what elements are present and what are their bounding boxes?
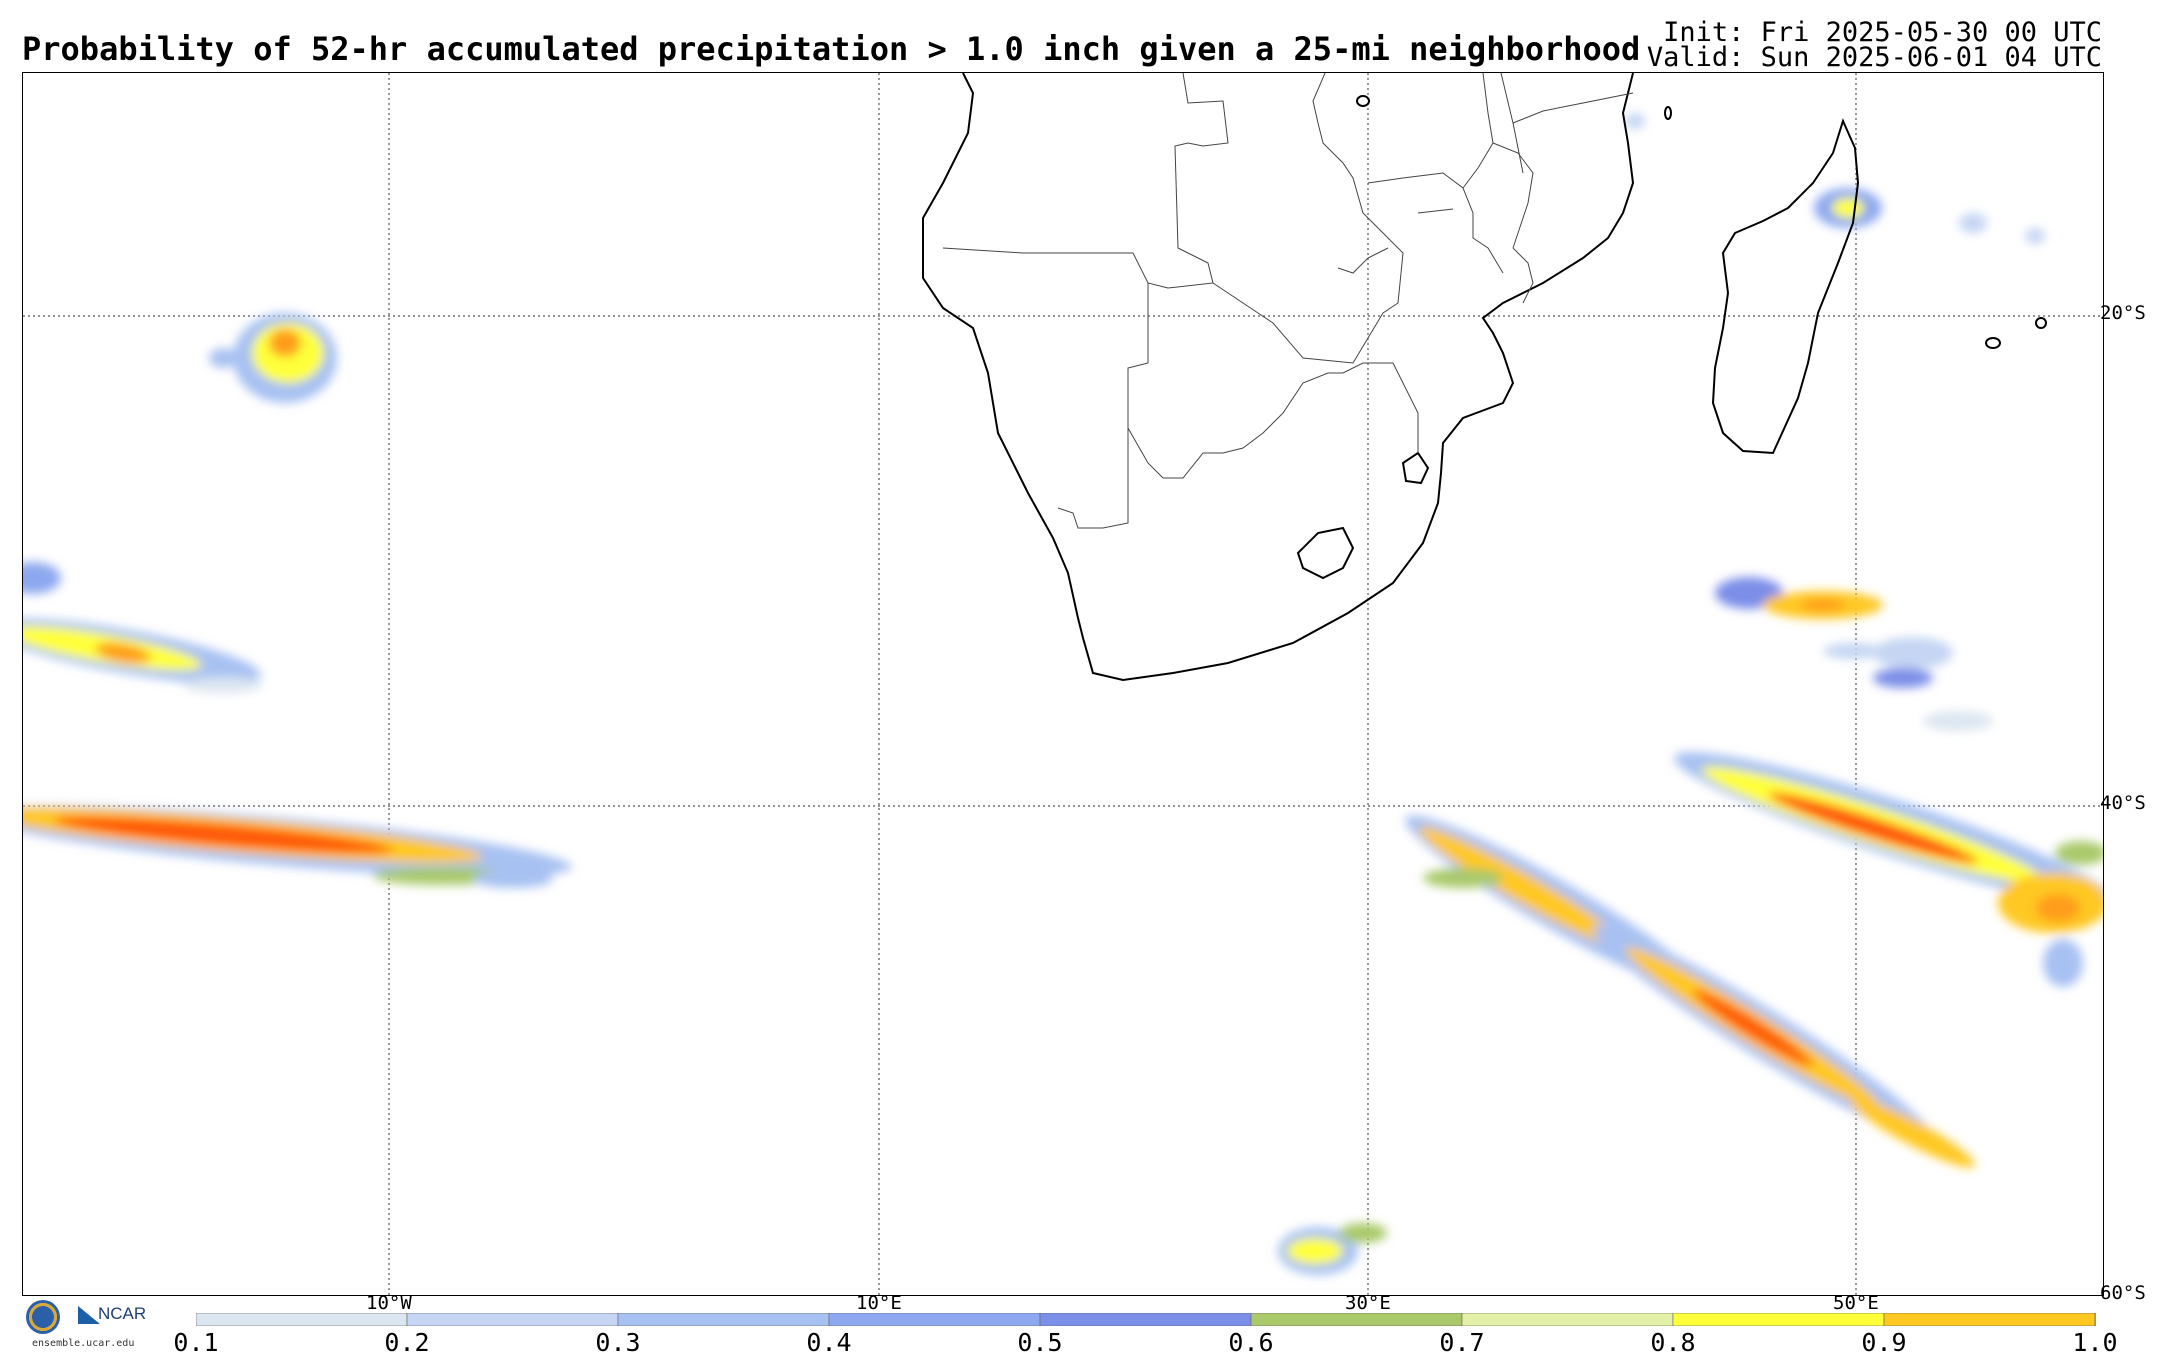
lat-label-20s: 20°S: [2100, 302, 2146, 324]
nsf-logo: [26, 1300, 60, 1334]
ensemble-url: ensemble.ucar.edu: [32, 1338, 135, 1349]
africa-coastline: [922, 73, 1635, 682]
graticule: [23, 73, 2103, 1295]
country-borders: [942, 73, 1634, 529]
valid-time: Valid: Sun 2025-06-01 04 UTC: [1646, 42, 2102, 73]
ncar-logo-text: NCAR: [98, 1304, 147, 1323]
precip-cluster-east-30s: [1715, 577, 1993, 731]
colorbar-tick-label: 0.7: [1439, 1328, 1485, 1357]
colorbar: [196, 1313, 2096, 1326]
precip-band-west-30s: [23, 562, 263, 693]
coastlines: [922, 73, 2047, 682]
colorbar-segment: [828, 1313, 1041, 1326]
comoros-island: [1664, 106, 1672, 120]
colorbar-segment: [1672, 1313, 1885, 1326]
colorbar-tick-label: 0.4: [806, 1328, 852, 1357]
mauritius-island: [1985, 337, 2001, 349]
lake-victoria: [1356, 95, 1370, 107]
colorbar-tick-label: 0.5: [1017, 1328, 1063, 1357]
init-time: Init: Fri 2025-05-30 00 UTC: [1663, 17, 2102, 48]
colorbar-tick-label: 0.1: [173, 1328, 219, 1357]
lon-label-10e: 10°E: [856, 1292, 902, 1314]
colorbar-segment: [1250, 1313, 1463, 1326]
lesotho-border: [1296, 526, 1355, 580]
colorbar-tick-label: 0.3: [595, 1328, 641, 1357]
lon-label-50e: 50°E: [1833, 1292, 1879, 1314]
colorbar-tick-label: 0.6: [1228, 1328, 1274, 1357]
precip-probability-field: [23, 113, 2103, 1275]
precip-cluster-madagascar: [1625, 113, 2045, 244]
map-title: Probability of 52-hr accumulated precipi…: [22, 30, 1641, 68]
precip-band-east-45s: [1405, 815, 1976, 1168]
precip-cluster-south: [1278, 1223, 1387, 1275]
precip-band-east-40s: [1674, 752, 2103, 987]
lat-label-40s: 40°S: [2100, 792, 2146, 814]
colorbar-tick-label: 0.2: [384, 1328, 430, 1357]
eswatini-border: [1401, 451, 1430, 485]
colorbar-segment: [406, 1313, 619, 1326]
lon-label-10w: 10°W: [366, 1292, 412, 1314]
colorbar-segment: [617, 1313, 830, 1326]
reunion-island: [2035, 317, 2047, 329]
init-valid-times: Init: Fri 2025-05-30 00 UTC Valid: Sun 2…: [1646, 17, 2102, 73]
precip-band-west-40s: [23, 805, 572, 888]
colorbar-segment: [1883, 1313, 2096, 1326]
map-panel: [22, 72, 2104, 1296]
lat-label-60s: 60°S: [2100, 1282, 2146, 1304]
madagascar-coastline: [1711, 118, 1860, 455]
colorbar-tick-label: 1.0: [2072, 1328, 2118, 1357]
precip-cluster-west-20s: [209, 313, 337, 403]
logo-area: NCAR ensemble.ucar.edu: [22, 1298, 162, 1354]
colorbar-segment: [2094, 1313, 2096, 1326]
map-canvas: [23, 73, 2103, 1295]
colorbar-tick-label: 0.8: [1650, 1328, 1696, 1357]
colorbar-segment: [196, 1313, 408, 1326]
colorbar-segment: [1039, 1313, 1252, 1326]
lon-label-30e: 30°E: [1345, 1292, 1391, 1314]
colorbar-tick-label: 0.9: [1861, 1328, 1907, 1357]
ncar-logo-mark: [78, 1306, 100, 1324]
colorbar-segment: [1461, 1313, 1674, 1326]
